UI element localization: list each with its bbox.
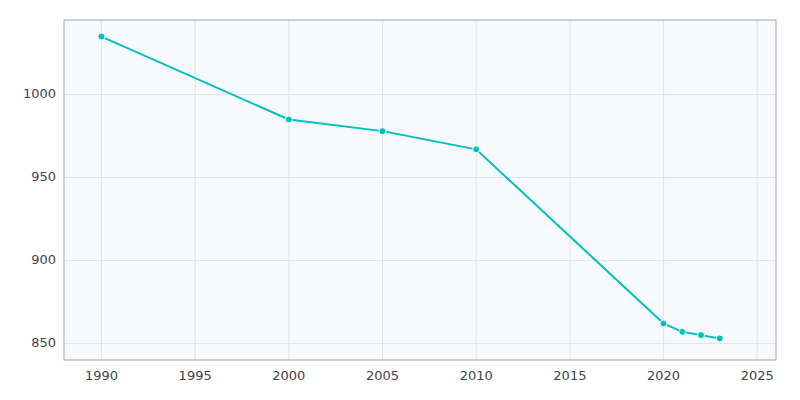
marker [98, 33, 105, 40]
x-tick-label: 2020 [647, 368, 680, 383]
y-tick-label: 900 [31, 252, 56, 267]
x-grid-line [663, 20, 664, 360]
y-grid-line [64, 94, 776, 95]
marker [698, 332, 705, 339]
chart-container: 850 900 950 1000 1990 1995 2000 2005 2010 2015 202… [0, 0, 800, 400]
chart: 850 900 950 1000 1990 1995 2000 2005 2010 2015 202… [0, 0, 800, 400]
y-tick-label: 850 [31, 335, 56, 350]
marker [285, 116, 292, 123]
marker [473, 146, 480, 153]
series [98, 33, 723, 342]
x-tick-label: 2005 [366, 368, 399, 383]
x-tick-label: 2000 [272, 368, 305, 383]
y-grid-line [64, 343, 776, 344]
axes: 850 900 950 1000 1990 1995 2000 2005 2010 2015 202… [23, 86, 774, 383]
x-tick-label: 2025 [741, 368, 774, 383]
plot-background [64, 20, 776, 360]
x-grid-line [476, 20, 477, 360]
x-grid-line [382, 20, 383, 360]
marker [660, 320, 667, 327]
grid [64, 20, 776, 360]
x-tick-label: 2015 [553, 368, 586, 383]
x-grid-line [569, 20, 570, 360]
y-grid-line [64, 177, 776, 178]
x-grid-line [195, 20, 196, 360]
marker [379, 128, 386, 135]
y-tick-label: 950 [31, 169, 56, 184]
plot-frame [64, 20, 776, 360]
marker [716, 335, 723, 342]
line [101, 37, 719, 339]
y-grid-line [64, 260, 776, 261]
x-tick-label: 1995 [179, 368, 212, 383]
x-grid-line [757, 20, 758, 360]
marker [679, 328, 686, 335]
x-tick-label: 2010 [460, 368, 493, 383]
x-grid-line [101, 20, 102, 360]
x-tick-label: 1990 [85, 368, 118, 383]
x-grid-line [288, 20, 289, 360]
y-tick-label: 1000 [23, 86, 56, 101]
